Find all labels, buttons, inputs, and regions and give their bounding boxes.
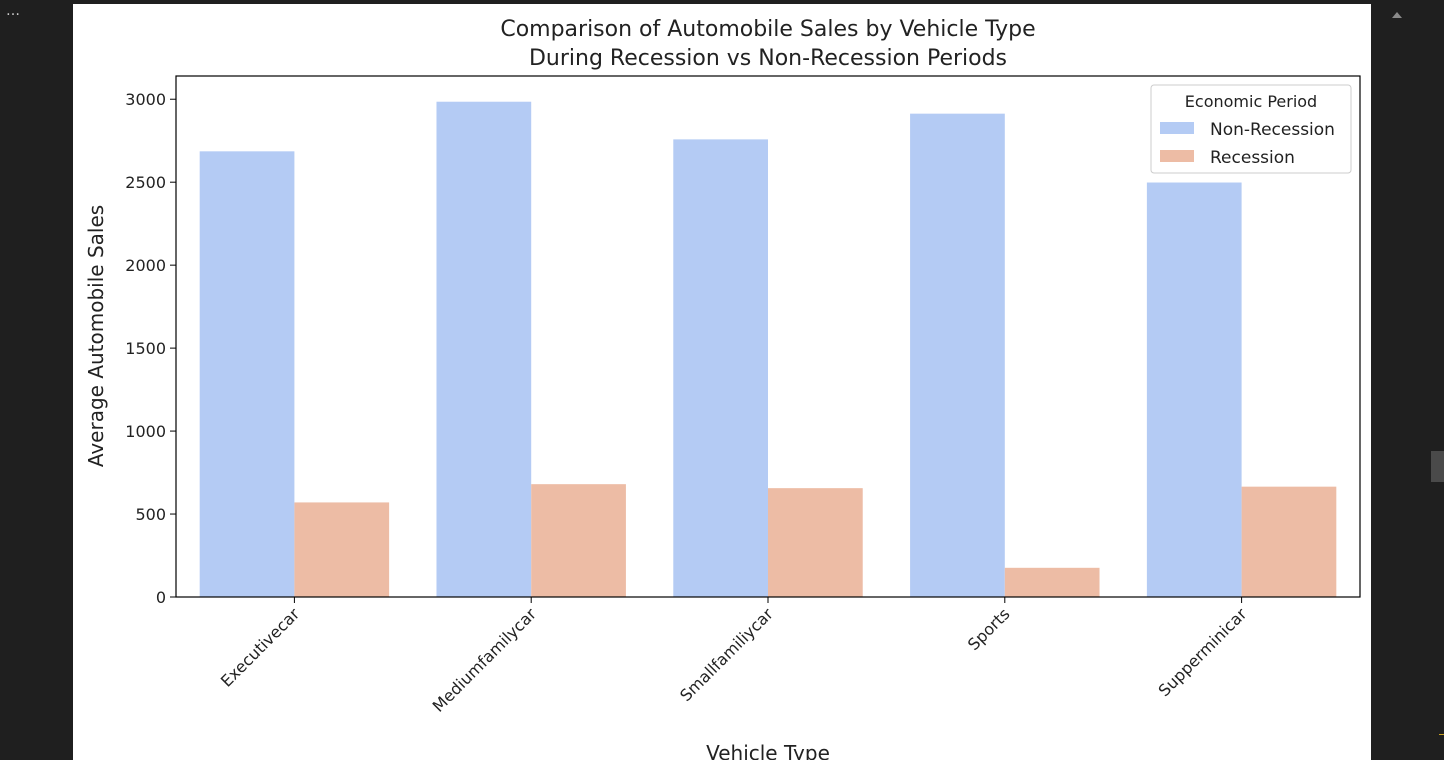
bar-executivecar-non-recession [199,151,295,597]
y-tick-label: 2500 [125,173,166,192]
bar-mediumfamilycar-non-recession [436,101,532,597]
x-axis: Executivecar Mediumfamilycar Smallfamiliyc… [217,597,1251,716]
legend-swatch-recession [1160,150,1194,162]
legend-title: Economic Period [1185,92,1317,111]
y-tick-label: 0 [156,588,166,607]
x-tick-label-smallfamiliycar: Smallfamiliycar [676,604,777,705]
chart-title-line-1: Comparison of Automobile Sales by Vehicl… [500,17,1035,42]
bars-layer [199,101,1337,597]
bar-supperminicar-non-recession [1146,182,1242,597]
y-axis-label: Average Automobile Sales [84,205,108,467]
bar-executivecar-recession [294,502,390,597]
gutter-marker [1439,734,1444,735]
legend-swatch-non-recession [1160,122,1194,134]
legend-label-recession: Recession [1210,148,1295,168]
scroll-up-icon[interactable] [1392,12,1402,18]
y-tick-label: 1000 [125,422,166,441]
bar-chart: Comparison of Automobile Sales by Vehicl… [84,17,1361,760]
legend-label-non-recession: Non-Recession [1210,120,1335,140]
plot-frame [175,75,1361,598]
x-tick-label-sports: Sports [964,604,1014,654]
y-tick-label: 1500 [125,339,166,358]
more-options-icon[interactable]: … [6,3,21,19]
legend: Economic Period Non-Recession Recession [1150,84,1352,174]
bar-supperminicar-recession [1241,486,1337,597]
chart-title-line-2: During Recession vs Non-Recession Period… [529,46,1007,71]
x-tick-label-supperminicar: Supperminicar [1155,604,1251,700]
x-axis-label: Vehicle Type [706,741,830,760]
bar-sports-recession [1004,567,1100,597]
y-axis: 0 500 1000 1500 2000 2500 3000 [125,90,176,607]
scrollbar-thumb[interactable] [1431,451,1444,482]
legend-box [1150,84,1352,174]
bar-mediumfamilycar-recession [531,484,626,597]
x-tick-label-executivecar: Executivecar [217,604,304,691]
x-tick-label-mediumfamilycar: Mediumfamilycar [429,604,541,716]
y-tick-label: 500 [135,505,166,524]
y-tick-label: 3000 [125,90,166,109]
bar-smallfamiliycar-non-recession [673,139,768,597]
bar-sports-non-recession [910,113,1005,597]
y-tick-label: 2000 [125,256,166,275]
chart-output-cell: Comparison of Automobile Sales by Vehicl… [73,4,1371,760]
bar-smallfamiliycar-recession [768,488,863,597]
